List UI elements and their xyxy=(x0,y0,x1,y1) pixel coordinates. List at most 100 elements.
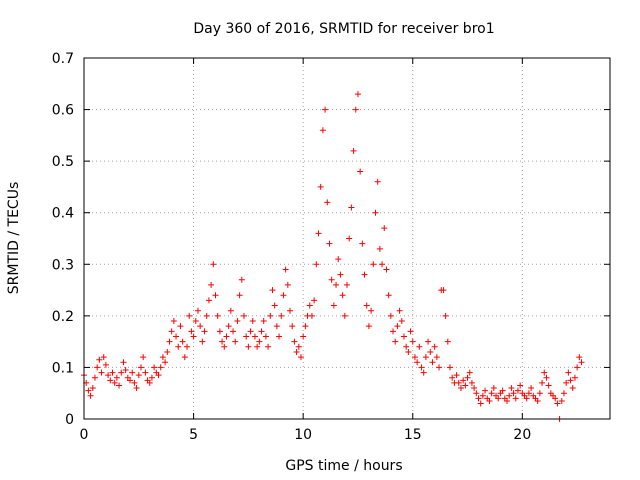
data-point xyxy=(230,328,237,335)
data-point xyxy=(396,307,403,314)
data-point xyxy=(219,338,226,345)
data-point xyxy=(102,361,109,368)
data-point xyxy=(350,147,357,154)
data-point xyxy=(344,281,350,288)
data-point xyxy=(267,312,274,319)
data-point xyxy=(578,359,585,366)
data-point xyxy=(148,374,155,381)
data-point xyxy=(499,387,506,394)
data-point xyxy=(129,369,136,376)
data-point xyxy=(308,312,315,319)
x-tick-label: 0 xyxy=(80,427,89,443)
data-point xyxy=(534,397,541,404)
x-tick-label: 15 xyxy=(404,427,422,443)
data-point xyxy=(313,261,320,268)
data-point xyxy=(333,281,340,288)
data-point xyxy=(528,385,535,392)
x-axis-label: GPS time / hours xyxy=(285,458,402,474)
data-point xyxy=(468,379,475,386)
data-point xyxy=(444,338,451,345)
data-point xyxy=(346,235,353,242)
data-point xyxy=(188,328,195,335)
data-point xyxy=(85,387,92,394)
data-point xyxy=(249,318,256,325)
data-point xyxy=(341,312,348,319)
data-point xyxy=(273,323,280,330)
data-point xyxy=(427,348,434,355)
data-point xyxy=(291,338,298,345)
data-point xyxy=(324,199,331,206)
data-point xyxy=(190,333,197,340)
data-point xyxy=(168,328,175,335)
data-point xyxy=(94,364,101,371)
y-tick-label: 0.4 xyxy=(52,206,74,222)
data-point xyxy=(293,348,300,355)
data-point xyxy=(326,240,333,247)
data-point xyxy=(223,333,230,340)
data-point xyxy=(455,379,462,386)
data-point xyxy=(122,367,129,374)
data-point xyxy=(525,390,532,397)
data-point xyxy=(339,292,346,299)
data-point xyxy=(127,377,134,384)
x-tick-label: 20 xyxy=(513,427,531,443)
data-point xyxy=(146,379,153,386)
data-point xyxy=(420,369,427,376)
data-point xyxy=(262,333,269,340)
data-point xyxy=(536,390,543,397)
data-point xyxy=(495,395,502,402)
data-point xyxy=(159,354,166,361)
data-point xyxy=(208,281,215,288)
data-point xyxy=(315,230,322,237)
data-point xyxy=(258,328,265,335)
data-point xyxy=(541,369,548,376)
data-point xyxy=(352,106,359,113)
data-point xyxy=(120,359,127,366)
data-point xyxy=(475,395,482,402)
data-point xyxy=(436,364,443,371)
data-point xyxy=(462,382,469,389)
y-tick-label: 0.7 xyxy=(52,51,74,67)
data-point xyxy=(429,359,436,366)
data-point xyxy=(254,343,261,350)
x-tick-label: 10 xyxy=(294,427,312,443)
data-point xyxy=(105,372,112,379)
y-tick-label: 0.2 xyxy=(52,309,74,325)
data-point xyxy=(348,204,355,211)
data-point xyxy=(510,390,517,397)
data-point xyxy=(416,343,423,350)
data-point xyxy=(431,343,438,350)
data-point xyxy=(271,302,278,309)
data-point xyxy=(177,323,184,330)
data-point xyxy=(140,354,147,361)
data-point xyxy=(457,385,464,392)
data-point xyxy=(477,400,484,407)
data-point xyxy=(227,307,234,314)
data-point xyxy=(574,364,581,371)
data-point xyxy=(276,333,283,340)
data-point xyxy=(330,302,337,309)
data-point xyxy=(212,292,219,299)
data-point xyxy=(181,354,188,361)
data-point xyxy=(164,348,171,355)
data-point xyxy=(155,372,162,379)
y-tick-label: 0.1 xyxy=(52,360,74,376)
data-point xyxy=(400,333,407,340)
data-point xyxy=(210,261,217,268)
data-point xyxy=(265,343,272,350)
data-point xyxy=(337,271,344,278)
data-point xyxy=(247,328,254,335)
data-point xyxy=(137,364,144,371)
data-point xyxy=(317,183,324,190)
plot-frame xyxy=(83,57,611,420)
data-point xyxy=(479,392,486,399)
data-point xyxy=(201,328,208,335)
data-point xyxy=(411,354,418,361)
data-point xyxy=(449,374,456,381)
data-point xyxy=(422,354,429,361)
data-point xyxy=(216,328,223,335)
data-point xyxy=(87,392,94,399)
data-point xyxy=(383,266,390,273)
x-tick-label: 5 xyxy=(189,427,198,443)
